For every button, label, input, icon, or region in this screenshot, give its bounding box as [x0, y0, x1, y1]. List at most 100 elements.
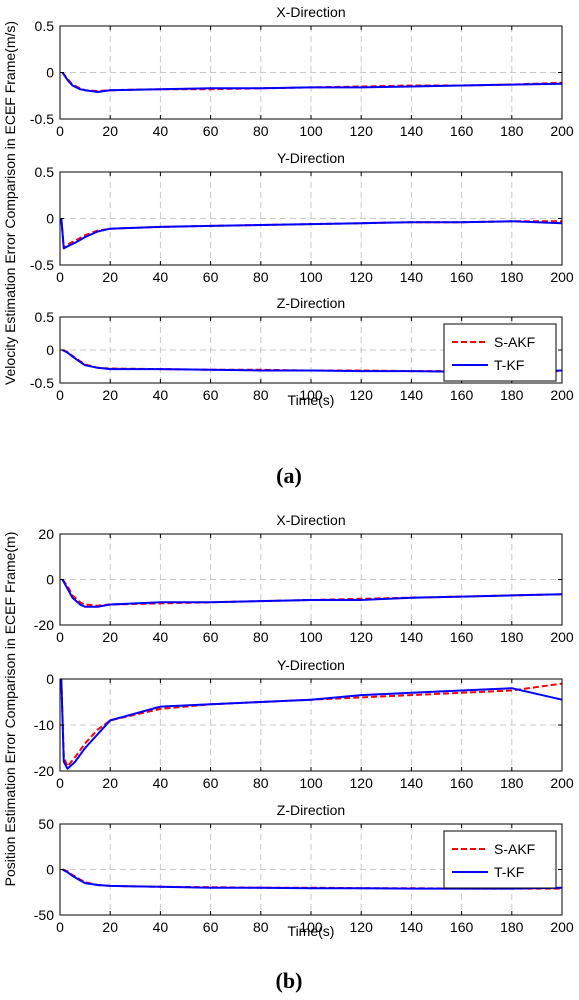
subplot-z-direction: 0 20 40 60 80 100 120 140 160 180 200-0.500.5Z-Dir…: [30, 295, 574, 403]
x-axis-label: Time(s): [288, 392, 335, 408]
x-tick-label: 180: [500, 775, 524, 791]
x-tick-label: 0: [56, 269, 64, 285]
x-tick-label: 20: [102, 775, 118, 791]
x-tick-label: 40: [153, 387, 169, 403]
x-tick-label: 180: [500, 387, 524, 403]
subplot-x-direction: 0 20 40 60 80 100 120 140 160 180 200-0.500.5X-Dir…: [30, 4, 574, 139]
x-tick-label: 200: [550, 629, 574, 645]
series-line-s-akf: [60, 678, 563, 768]
x-tick-label: 60: [203, 269, 219, 285]
y-tick-label: 0: [46, 572, 54, 588]
x-tick-label: 100: [299, 629, 323, 645]
x-tick-label: 180: [500, 123, 524, 139]
subplot-title: X-Direction: [276, 512, 345, 528]
x-tick-label: 60: [203, 919, 219, 935]
y-tick-label: 0: [46, 65, 54, 81]
legend-label: S-AKF: [494, 841, 535, 857]
series-line-t-kf: [62, 868, 563, 890]
x-tick-label: 120: [350, 269, 374, 285]
x-tick-label: 0: [56, 629, 64, 645]
y-tick-label: 0: [46, 671, 54, 687]
x-tick-label: 100: [299, 387, 323, 403]
y-tick-label: 0.5: [35, 18, 55, 34]
y-tick-label: -20: [34, 763, 54, 779]
x-tick-label: 40: [153, 269, 169, 285]
x-tick-label: 20: [102, 629, 118, 645]
legend-label: T-KF: [494, 864, 524, 880]
x-tick-label: 40: [153, 629, 169, 645]
x-tick-label: 80: [253, 269, 269, 285]
x-tick-label: 180: [500, 269, 524, 285]
subplot-z-direction: 0 20 40 60 80 100 120 140 160 180 200-50050Z-Direc…: [34, 802, 574, 935]
x-tick-label: 80: [253, 629, 269, 645]
y-tick-label: -50: [34, 907, 54, 923]
x-tick-label: 0: [56, 775, 64, 791]
figure-b: Position Estimation Error Comparison in …: [2, 512, 574, 939]
y-tick-label: -0.5: [30, 111, 54, 127]
x-tick-label: 200: [550, 775, 574, 791]
figure-label-b: (b): [276, 968, 303, 993]
y-tick-label: 0: [46, 862, 54, 878]
x-tick-label: 200: [550, 269, 574, 285]
y-tick-label: 20: [38, 526, 54, 542]
series-line-t-kf: [60, 678, 563, 770]
subplot-title: Y-Direction: [277, 150, 345, 166]
y-axis-label: Velocity Estimation Error Comparison in …: [2, 21, 18, 385]
x-tick-label: 120: [350, 123, 374, 139]
series-line-s-akf: [60, 218, 562, 250]
subplot-y-direction: 0 20 40 60 80 100 120 140 160 180 200-0.500.5Y-Dir…: [30, 150, 574, 285]
x-tick-label: 0: [56, 123, 64, 139]
figure-a: Velocity Estimation Error Comparison in …: [2, 4, 574, 408]
figure-label-a: (a): [276, 463, 302, 488]
x-tick-label: 140: [400, 775, 424, 791]
x-tick-label: 140: [400, 387, 424, 403]
x-tick-label: 160: [450, 387, 474, 403]
x-axis-label: Time(s): [288, 923, 335, 939]
series-line-t-kf: [61, 579, 563, 608]
x-tick-label: 200: [550, 387, 574, 403]
x-tick-label: 80: [253, 775, 269, 791]
x-tick-label: 60: [203, 123, 219, 139]
x-tick-label: 0: [56, 387, 64, 403]
x-tick-label: 140: [400, 629, 424, 645]
x-tick-label: 80: [253, 919, 269, 935]
subplot-y-direction: 0 20 40 60 80 100 120 140 160 180 200 -20 -10 0 Y-Dire…: [34, 657, 574, 791]
legend-label: S-AKF: [494, 334, 535, 350]
series-line-t-kf: [62, 349, 563, 373]
y-axis-label: Position Estimation Error Comparison in …: [2, 532, 18, 887]
x-tick-label: 160: [450, 269, 474, 285]
x-tick-label: 200: [550, 919, 574, 935]
series-line-t-kf: [60, 218, 563, 250]
x-tick-label: 20: [102, 269, 118, 285]
x-tick-label: 60: [203, 775, 219, 791]
x-tick-label: 100: [299, 775, 323, 791]
x-tick-label: 100: [299, 919, 323, 935]
x-tick-label: 120: [350, 919, 374, 935]
x-tick-label: 160: [450, 919, 474, 935]
x-tick-label: 120: [350, 629, 374, 645]
x-tick-label: 120: [350, 775, 374, 791]
y-tick-label: 50: [38, 816, 54, 832]
x-tick-label: 120: [350, 387, 374, 403]
x-tick-label: 160: [450, 123, 474, 139]
x-tick-label: 0: [56, 919, 64, 935]
y-tick-label: 0.5: [35, 309, 55, 325]
series-line-s-akf: [61, 578, 563, 607]
subplot-title: Y-Direction: [277, 657, 345, 673]
x-tick-label: 160: [450, 775, 474, 791]
series-line-t-kf: [61, 71, 563, 93]
x-tick-label: 100: [299, 123, 323, 139]
x-tick-label: 20: [102, 387, 118, 403]
x-tick-label: 180: [500, 629, 524, 645]
x-tick-label: 40: [153, 123, 169, 139]
legend-box: [443, 323, 557, 382]
legend-label: T-KF: [494, 357, 524, 373]
x-tick-label: 80: [253, 387, 269, 403]
x-tick-label: 60: [203, 387, 219, 403]
subplot-title: X-Direction: [276, 4, 345, 20]
legend: S-AKF T-KF: [443, 830, 557, 889]
legend-box: [443, 830, 557, 889]
x-tick-label: 160: [450, 629, 474, 645]
y-tick-label: 0.5: [35, 164, 55, 180]
